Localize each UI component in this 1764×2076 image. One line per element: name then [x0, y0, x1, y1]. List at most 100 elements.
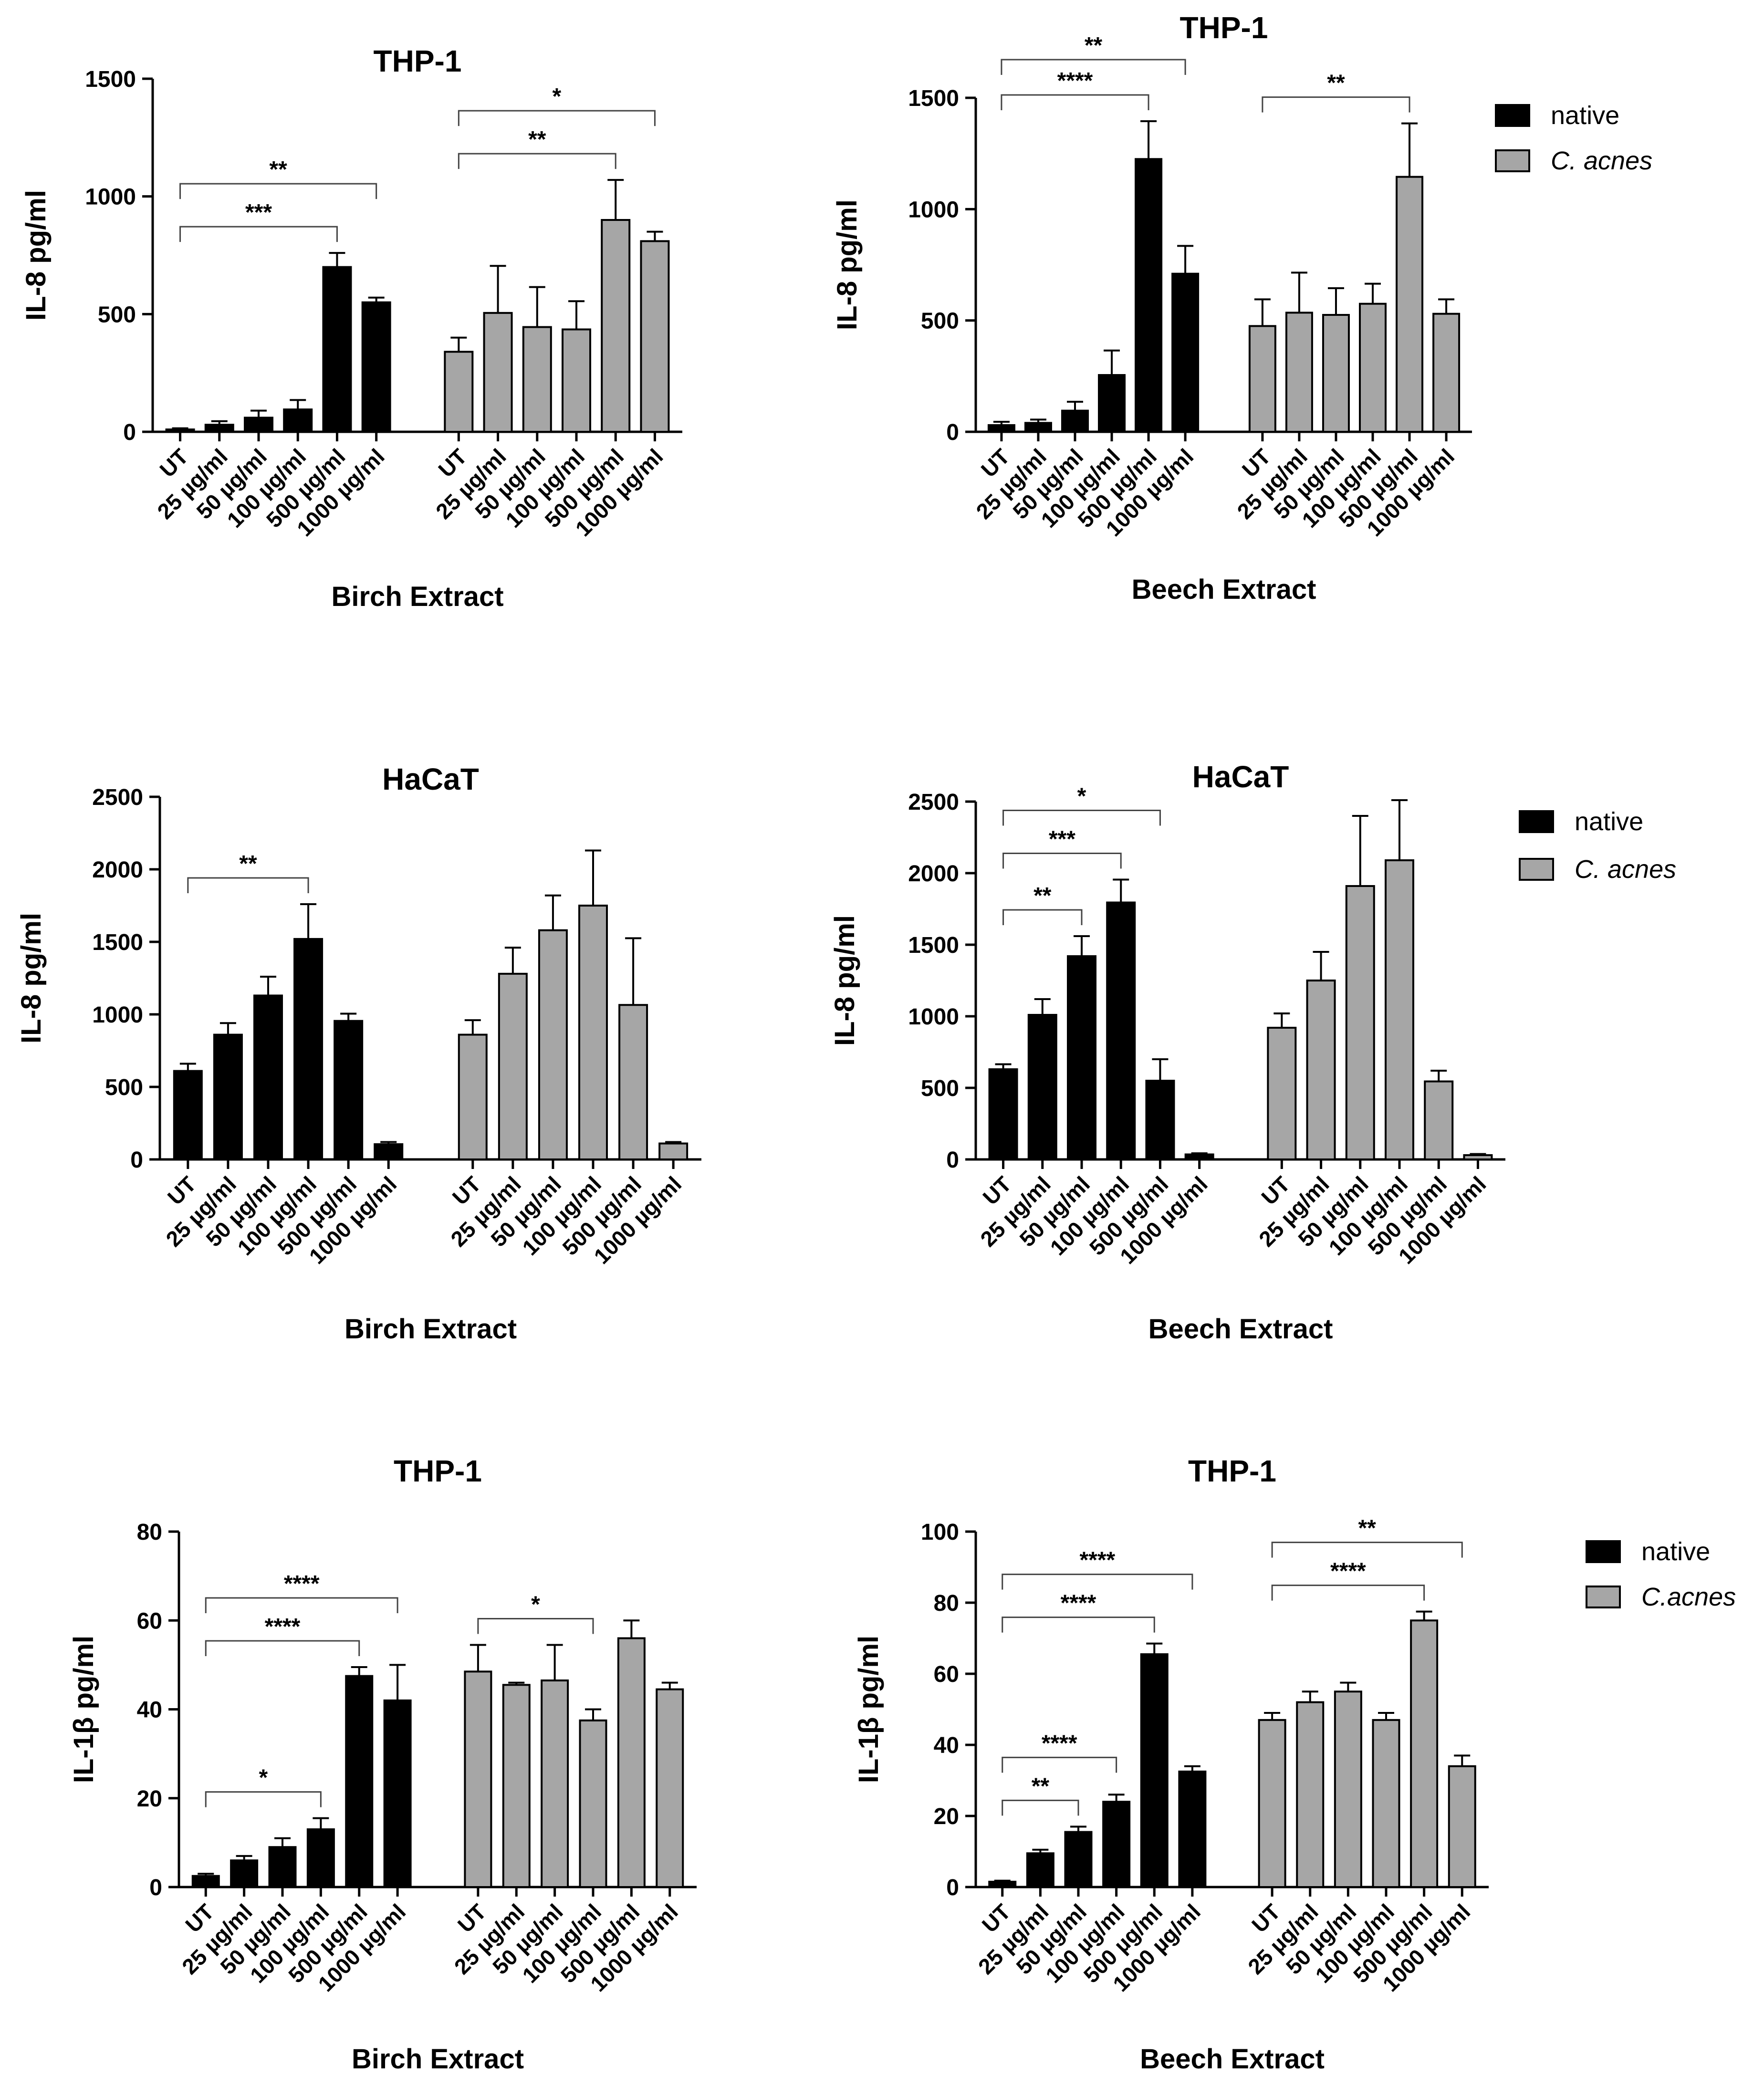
- bar-native-3: [1064, 1831, 1093, 1888]
- legend-label-1: native: [1551, 101, 1619, 130]
- significance-bracket: [1002, 1799, 1079, 1816]
- bar-cacnes-4: [579, 1719, 607, 1888]
- bar-cacnes-4: [1372, 1719, 1400, 1888]
- y-tick-label: 80: [137, 1520, 162, 1545]
- bar-native-5: [1135, 158, 1163, 433]
- y-tick-label: 500: [921, 309, 959, 334]
- significance-bracket: [458, 110, 656, 126]
- y-tick-label: 0: [946, 1148, 959, 1173]
- bar-cacnes-4: [1359, 303, 1387, 433]
- bar-cacnes-2: [483, 312, 513, 433]
- bar-native-4: [306, 1828, 335, 1888]
- significance-label: **: [1032, 1773, 1050, 1799]
- bar-cacnes-1: [464, 1670, 492, 1888]
- bar-cacnes-5: [601, 219, 631, 433]
- bar-native-3: [1067, 955, 1096, 1160]
- bar-cacnes-6: [656, 1688, 684, 1888]
- legend-label-1: native: [1641, 1537, 1710, 1566]
- x-axis-label: Beech Extract: [1140, 2044, 1325, 2075]
- significance-label: **: [1085, 33, 1103, 58]
- significance-bracket: [179, 226, 338, 242]
- legend-label-1: native: [1575, 807, 1643, 836]
- y-axis-label: IL-1β pg/ml: [68, 1636, 99, 1783]
- significance-bracket: [1001, 59, 1186, 75]
- y-tick-label: 100: [921, 1520, 959, 1545]
- legend-swatch-1: [1586, 1540, 1621, 1563]
- bar-cacnes-1: [1258, 1719, 1286, 1888]
- x-axis-label: Birch Extract: [331, 581, 503, 612]
- y-tick-label: 0: [946, 1875, 959, 1900]
- bar-cacnes-4: [578, 905, 608, 1160]
- bar-native-4: [293, 938, 324, 1161]
- bar-native-6: [361, 301, 391, 433]
- bar-cacnes-5: [1424, 1080, 1454, 1160]
- significance-label: *: [531, 1592, 540, 1617]
- y-tick-label: 1500: [85, 67, 136, 92]
- y-tick-label: 1500: [92, 930, 143, 955]
- y-axis-label: IL-8 pg/ml: [16, 913, 47, 1043]
- legend: native C. acnes: [1495, 101, 1652, 175]
- bar-cacnes-1: [444, 351, 474, 433]
- chart-title: THP-1: [1180, 10, 1268, 45]
- bar-native-3: [268, 1846, 297, 1888]
- bar-native-5: [345, 1675, 374, 1888]
- bar-native-1: [988, 1068, 1018, 1160]
- y-tick-label: 0: [123, 420, 136, 445]
- bar-native-2: [204, 424, 234, 433]
- y-tick-label: 1000: [85, 185, 136, 210]
- significance-bracket: [1002, 909, 1083, 925]
- bar-native-2: [1027, 1014, 1057, 1160]
- bar-cacnes-5: [1396, 176, 1424, 433]
- significance-label: **: [269, 157, 287, 182]
- bar-native-6: [1171, 272, 1200, 433]
- significance-label: *: [1077, 784, 1086, 809]
- bar-native-2: [230, 1859, 259, 1888]
- y-tick-label: 1000: [908, 1004, 959, 1030]
- bar-native-3: [1061, 409, 1089, 433]
- bar-cacnes-3: [522, 326, 552, 433]
- significance-bracket: [1262, 96, 1410, 113]
- y-tick-label: 40: [934, 1733, 959, 1758]
- bar-native-1: [987, 424, 1015, 433]
- bar-native-6: [1184, 1153, 1214, 1160]
- bar-native-1: [988, 1880, 1017, 1888]
- significance-bracket: [205, 1640, 360, 1657]
- chart-title: THP-1: [374, 44, 462, 78]
- legend: native C. acnes: [1519, 807, 1676, 884]
- significance-bracket: [477, 1617, 594, 1634]
- bar-cacnes-3: [541, 1679, 569, 1888]
- x-axis-label: Beech Extract: [1132, 574, 1316, 605]
- significance-bracket: [458, 153, 616, 169]
- y-tick-label: 0: [149, 1875, 162, 1900]
- bar-native-1: [165, 428, 195, 433]
- bar-cacnes-3: [1322, 314, 1350, 433]
- chart-title: HaCaT: [1192, 760, 1289, 794]
- bar-cacnes-2: [502, 1684, 531, 1888]
- bar-cacnes-1: [458, 1033, 488, 1161]
- legend-label-2: C. acnes: [1575, 855, 1676, 884]
- bar-native-6: [1178, 1770, 1207, 1888]
- legend: native C.acnes: [1586, 1537, 1736, 1611]
- bar-native-1: [173, 1070, 203, 1161]
- y-axis-label: IL-8 pg/ml: [21, 190, 52, 321]
- bar-native-5: [1145, 1080, 1175, 1160]
- y-tick-label: 1000: [908, 197, 959, 222]
- y-tick-label: 500: [105, 1075, 143, 1100]
- legend-label-2: C.acnes: [1641, 1583, 1736, 1611]
- bar-native-4: [283, 408, 313, 433]
- bar-native-6: [374, 1143, 404, 1161]
- bar-cacnes-2: [1296, 1701, 1325, 1888]
- bar-cacnes-5: [617, 1637, 646, 1888]
- significance-label: **: [528, 127, 546, 152]
- chart-title: HaCaT: [382, 762, 479, 796]
- significance-label: ****: [1057, 68, 1093, 94]
- bar-cacnes-2: [1285, 312, 1313, 433]
- legend-swatch-2: [1495, 149, 1530, 172]
- y-tick-label: 60: [934, 1662, 959, 1687]
- significance-label: **: [239, 851, 257, 876]
- significance-bracket: [1002, 810, 1161, 826]
- bar-cacnes-6: [640, 240, 670, 433]
- bar-native-2: [1024, 422, 1052, 433]
